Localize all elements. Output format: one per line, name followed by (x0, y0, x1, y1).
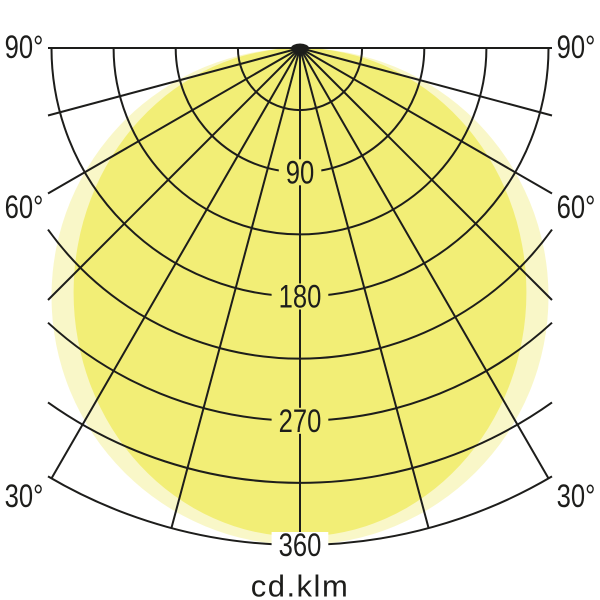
angle-tick-label: 60° (557, 189, 596, 225)
radial-tick-label-backing (271, 407, 329, 434)
radial-line-30-left (50, 47, 301, 479)
radial-line-75-left (47, 47, 301, 117)
radial-line-60-right (299, 47, 553, 195)
angle-tick-label: 30° (5, 478, 44, 514)
radial-line-45-right (299, 47, 553, 301)
angle-tick-label: 30° (557, 478, 596, 514)
origin-point (291, 43, 309, 53)
radial-line-15-right (299, 47, 430, 529)
angle-tick-label: 90° (557, 29, 596, 65)
radial-tick-label-backing (271, 532, 329, 558)
radial-tick-label: 270 (279, 403, 322, 439)
radial-line-60-left (47, 47, 301, 195)
radial-line-45-left (47, 47, 301, 301)
radial-tick-label: 90 (286, 154, 315, 190)
angle-tick-label: 90° (5, 29, 44, 65)
radial-line-75-right (299, 47, 553, 117)
radial-tick-label-backing (271, 283, 329, 310)
radial-line-30-right (299, 47, 550, 479)
polar-grid (47, 47, 553, 546)
radial-tick-label-backing (278, 159, 322, 186)
unit-label: cd.klm (251, 569, 350, 600)
radial-tick-label: 180 (279, 279, 322, 315)
angle-tick-label: 60° (5, 189, 44, 225)
radial-line-15-left (170, 47, 301, 529)
radial-tick-label: 360 (279, 527, 322, 563)
